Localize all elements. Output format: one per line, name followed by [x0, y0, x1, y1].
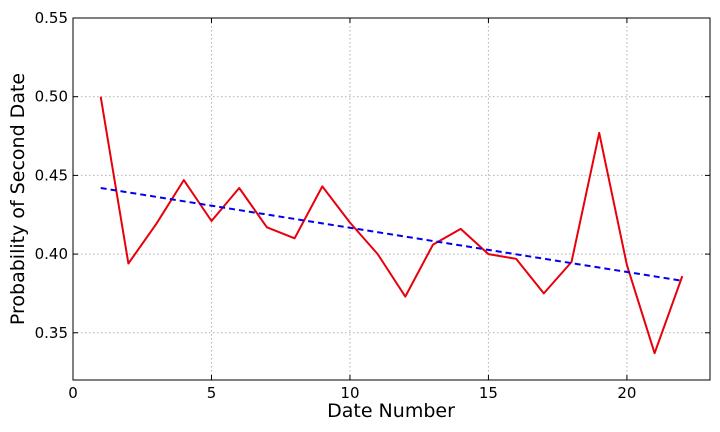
- grid: [72, 17, 710, 380]
- plot-frame: [72, 17, 711, 381]
- x-tick-label: 0: [68, 384, 78, 402]
- x-axis-title: Date Number: [327, 400, 455, 422]
- trend-line: [100, 187, 683, 282]
- y-axis-title: Probability of Second Date: [7, 73, 29, 325]
- x-tick-label: 15: [479, 384, 498, 402]
- ticks: 0 5 10 15 20 0.35 0.40 0.45 0.50 0.55: [35, 9, 710, 402]
- x-tick-label: 10: [340, 384, 359, 402]
- data-line: [99, 96, 684, 355]
- y-tick-label: 0.35: [35, 324, 68, 342]
- series-group: [99, 96, 684, 355]
- y-tick-label: 0.55: [35, 9, 68, 27]
- y-tick-label: 0.50: [35, 88, 68, 106]
- x-tick-label: 20: [617, 384, 636, 402]
- y-tick-label: 0.45: [35, 166, 68, 184]
- x-tick-label: 5: [207, 384, 217, 402]
- y-tick-label: 0.40: [35, 245, 68, 263]
